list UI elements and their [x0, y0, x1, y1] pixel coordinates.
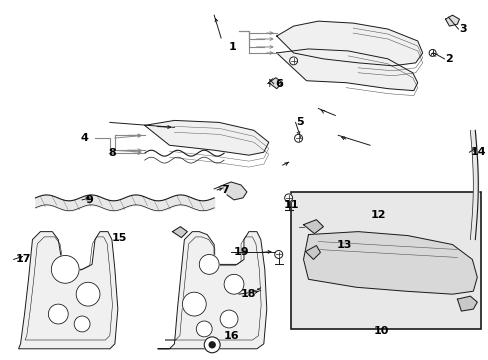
- Polygon shape: [276, 49, 417, 91]
- Text: 14: 14: [469, 147, 485, 157]
- Text: 7: 7: [221, 185, 228, 195]
- Bar: [290, 192, 480, 329]
- Text: 1: 1: [228, 42, 236, 52]
- Text: 15: 15: [112, 233, 127, 243]
- Circle shape: [274, 251, 282, 258]
- Circle shape: [294, 134, 302, 142]
- Circle shape: [220, 310, 238, 328]
- Polygon shape: [268, 78, 282, 89]
- Polygon shape: [276, 21, 422, 66]
- Text: 11: 11: [283, 200, 299, 210]
- Polygon shape: [19, 231, 118, 349]
- Polygon shape: [144, 121, 268, 155]
- Circle shape: [182, 292, 206, 316]
- Polygon shape: [303, 231, 476, 294]
- Polygon shape: [456, 296, 476, 311]
- Text: 5: 5: [296, 117, 304, 127]
- Circle shape: [289, 57, 297, 65]
- Text: 18: 18: [241, 289, 256, 299]
- Polygon shape: [221, 182, 246, 200]
- Circle shape: [196, 321, 212, 337]
- Text: 8: 8: [108, 148, 116, 158]
- Circle shape: [204, 337, 220, 353]
- Text: 19: 19: [234, 247, 249, 257]
- Polygon shape: [305, 246, 320, 260]
- Polygon shape: [172, 227, 187, 238]
- Text: 12: 12: [370, 210, 386, 220]
- Circle shape: [74, 316, 90, 332]
- Circle shape: [284, 194, 292, 202]
- Polygon shape: [445, 15, 458, 26]
- Text: 16: 16: [224, 331, 239, 341]
- Text: 17: 17: [16, 255, 31, 265]
- Polygon shape: [157, 231, 266, 349]
- Text: 6: 6: [275, 79, 283, 89]
- Circle shape: [224, 274, 244, 294]
- Circle shape: [209, 342, 215, 348]
- Circle shape: [199, 255, 219, 274]
- Circle shape: [428, 49, 435, 57]
- Polygon shape: [303, 220, 323, 234]
- Text: 9: 9: [85, 195, 93, 205]
- Text: 3: 3: [458, 24, 466, 34]
- Circle shape: [51, 256, 79, 283]
- Text: 10: 10: [372, 326, 388, 336]
- Circle shape: [76, 282, 100, 306]
- Text: 4: 4: [80, 133, 88, 143]
- Circle shape: [48, 304, 68, 324]
- Text: 13: 13: [336, 239, 351, 249]
- Text: 2: 2: [445, 54, 452, 64]
